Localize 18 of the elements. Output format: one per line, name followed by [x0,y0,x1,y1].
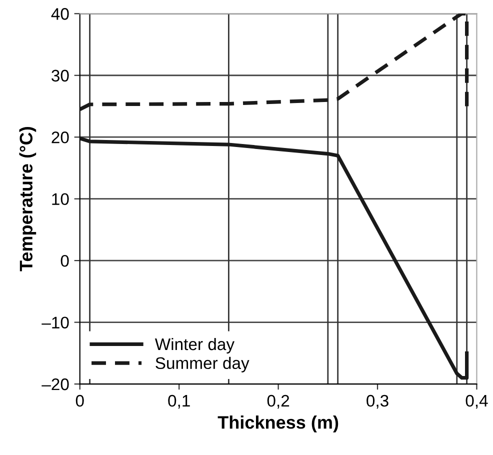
y-tick-label: 0 [60,254,69,267]
y-axis-title: Temperature (°C) [19,127,36,272]
y-tick-label: 40 [51,8,69,20]
y-tick-label: –10 [42,316,69,328]
x-tick-label: 0,4 [466,394,488,409]
line-series [80,14,469,112]
y-tick-label: 30 [52,70,69,82]
x-axis-title: Thickness (m) [218,416,338,432]
line-series [80,136,469,380]
y-tick-label: –20 [42,378,69,390]
x-tick-label: 0 [76,394,84,407]
x-tick-label: 0,2 [267,394,290,409]
legend-label: Winter day [154,338,234,354]
x-tick-label: 0,1 [168,394,190,409]
y-tick-label: 20 [52,132,69,144]
x-tick-label: 0,3 [366,394,388,409]
legend-label: Summer day [156,356,250,372]
y-tick-label: 10 [52,193,69,206]
